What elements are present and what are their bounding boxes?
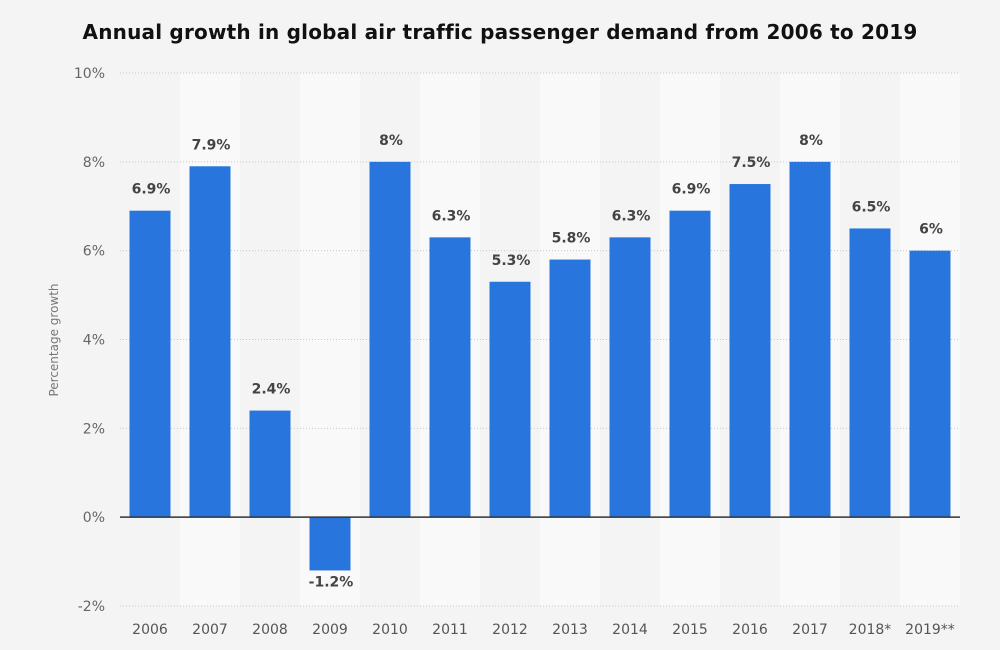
bar <box>369 161 411 518</box>
x-tick-label: 2019** <box>905 622 955 638</box>
bar <box>129 210 171 518</box>
data-label: 6.9% <box>132 182 171 198</box>
y-tick-label: 10% <box>74 66 105 82</box>
data-label: 6.5% <box>852 199 891 215</box>
data-label: 6.3% <box>432 208 471 224</box>
bar <box>909 250 951 518</box>
x-tick-label: 2012 <box>492 622 528 638</box>
x-tick-label: 2009 <box>312 622 348 638</box>
bar <box>429 237 471 518</box>
y-tick-label: -2% <box>78 599 105 615</box>
bar <box>609 237 651 518</box>
x-tick-label: 2014 <box>612 622 648 638</box>
x-tick-label: 2010 <box>372 622 408 638</box>
data-label: 6% <box>919 222 943 238</box>
data-label: 6.9% <box>672 182 711 198</box>
x-tick-label: 2006 <box>132 622 168 638</box>
x-tick-label: 2017 <box>792 622 828 638</box>
data-label: 8% <box>379 133 403 149</box>
data-label: 5.8% <box>552 231 591 247</box>
bar <box>309 517 351 571</box>
data-label: 8% <box>799 133 823 149</box>
data-label: 7.9% <box>192 137 231 153</box>
bar <box>849 228 891 518</box>
data-label: 2.4% <box>252 382 291 398</box>
chart-title: Annual growth in global air traffic pass… <box>82 20 918 44</box>
y-tick-label: 2% <box>83 421 105 437</box>
x-tick-label: 2016 <box>732 622 768 638</box>
x-tick-label: 2013 <box>552 622 588 638</box>
data-label: 5.3% <box>492 253 531 269</box>
bar <box>729 184 771 518</box>
bar <box>789 161 831 518</box>
x-tick-label: 2018* <box>849 622 892 638</box>
data-label: 6.3% <box>612 208 651 224</box>
bar <box>249 410 291 518</box>
x-tick-label: 2007 <box>192 622 228 638</box>
bar <box>669 210 711 518</box>
y-tick-label: 6% <box>83 244 105 260</box>
data-label: 7.5% <box>732 155 771 171</box>
y-tick-label: 4% <box>83 333 105 349</box>
x-tick-label: 2008 <box>252 622 288 638</box>
x-tick-label: 2015 <box>672 622 708 638</box>
bar <box>549 259 591 518</box>
bar <box>489 281 531 518</box>
data-label: -1.2% <box>309 574 354 590</box>
y-tick-label: 0% <box>83 510 105 526</box>
x-tick-label: 2011 <box>432 622 468 638</box>
y-tick-label: 8% <box>83 155 105 171</box>
bar <box>189 166 231 518</box>
